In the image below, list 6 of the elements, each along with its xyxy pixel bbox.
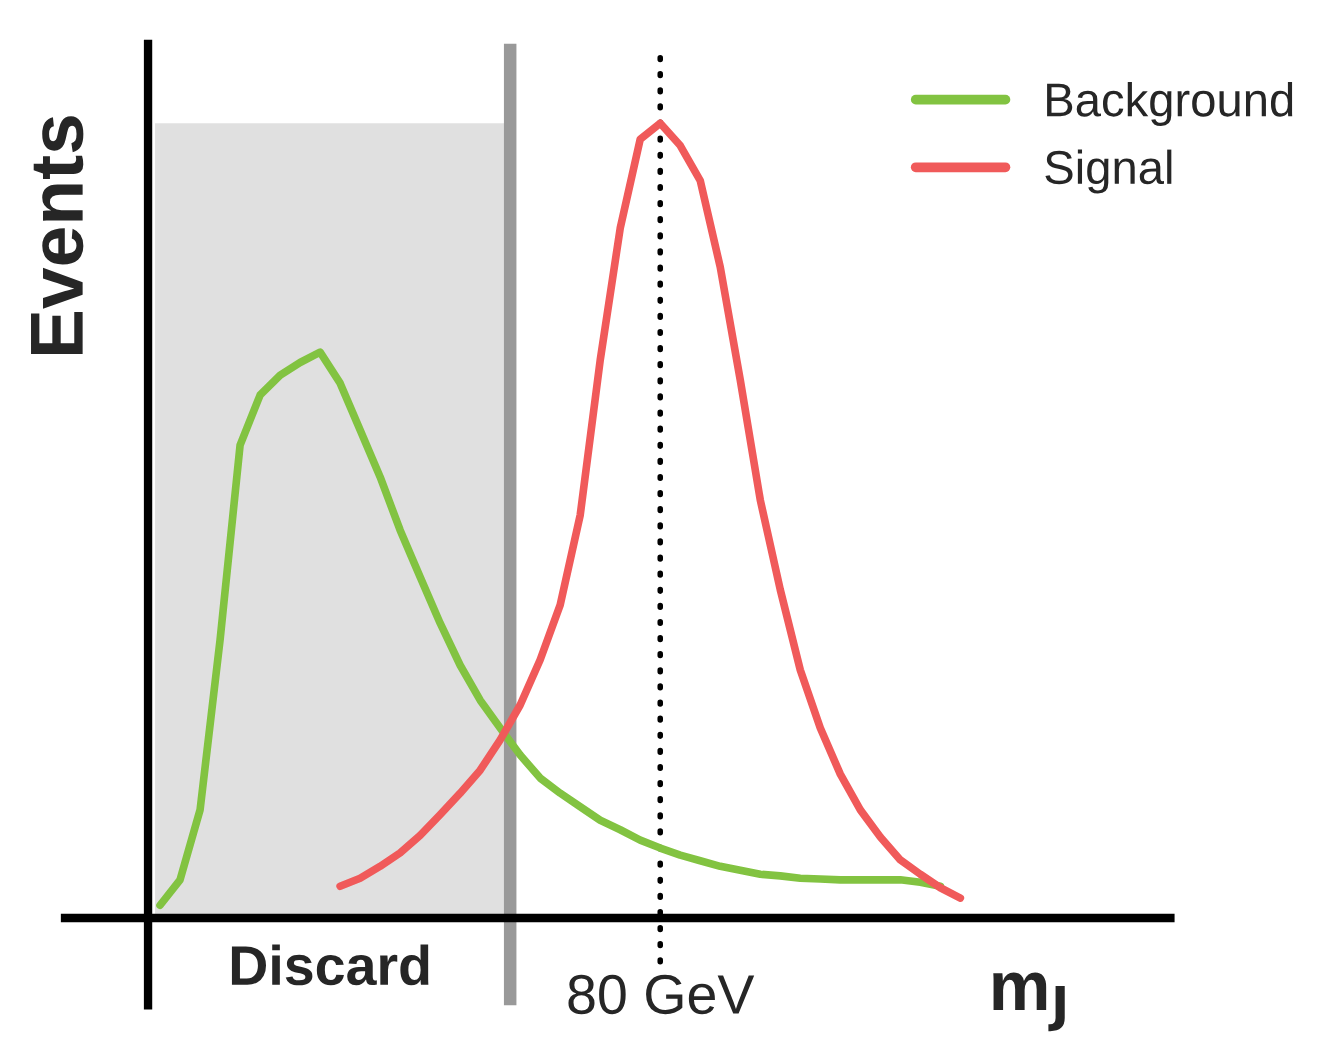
y-axis-title: Events: [31, 116, 84, 355]
text: Discard: [231, 944, 429, 986]
text: 80 GeV: [568, 974, 755, 1015]
legend-label: Signal: [1045, 149, 1172, 194]
legend-label: Background: [1047, 81, 1293, 126]
x-axis-title: m$_{J}$: [993, 972, 1065, 1032]
